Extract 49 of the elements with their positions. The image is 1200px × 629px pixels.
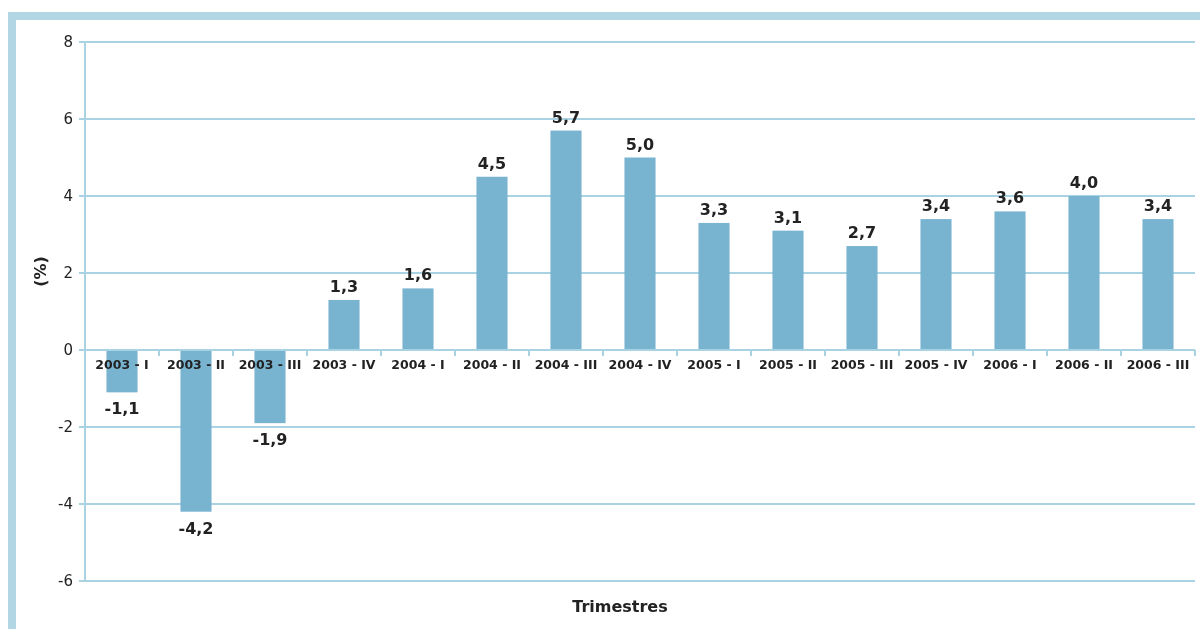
bar (1142, 219, 1174, 350)
data-label: 3,1 (773, 207, 803, 227)
x-tick-label: 2006 - I (983, 357, 1037, 372)
data-label: 3,6 (995, 188, 1025, 208)
data-label: 5,0 (625, 134, 655, 154)
bar (624, 157, 656, 350)
data-label: 1,3 (329, 276, 359, 296)
data-label: -1,1 (104, 399, 140, 419)
x-tick-label: 2003 - IV (312, 357, 376, 372)
bar (402, 288, 434, 350)
bar (920, 219, 952, 350)
data-label: 3,3 (699, 199, 729, 219)
bar (328, 299, 360, 350)
data-label: 5,7 (551, 107, 581, 127)
x-tick-label: 2004 - III (534, 357, 598, 372)
bar (1068, 196, 1100, 350)
bar (698, 222, 730, 350)
x-tick-label: 2004 - IV (608, 357, 672, 372)
bar (550, 130, 582, 350)
y-tick-label: 6 (63, 110, 73, 129)
data-label: 2,7 (847, 223, 877, 243)
x-tick-label: 2005 - IV (904, 357, 968, 372)
y-tick-label: 2 (63, 264, 73, 283)
data-label: -4,2 (178, 518, 214, 538)
y-tick-label: -2 (58, 418, 73, 437)
x-tick-label: 2006 - II (1055, 357, 1113, 372)
y-tick-label: 8 (63, 33, 73, 52)
x-tick-label: 2005 - II (759, 357, 817, 372)
data-label: 3,4 (921, 196, 951, 216)
data-label: 1,6 (403, 265, 433, 285)
x-tick-label: 2006 - III (1126, 357, 1190, 372)
x-tick-label: 2004 - II (463, 357, 521, 372)
y-tick-label: 0 (63, 341, 73, 360)
x-tick-label: 2005 - I (687, 357, 741, 372)
y-tick-label: -6 (58, 572, 73, 591)
data-label: -1,9 (252, 430, 288, 450)
y-tick-label: 4 (63, 187, 73, 206)
bar (772, 230, 804, 350)
y-tick-label: -4 (58, 495, 73, 514)
data-label: 4,5 (477, 153, 507, 173)
x-tick-label: 2004 - I (391, 357, 445, 372)
bar (994, 211, 1026, 350)
bar (846, 246, 878, 350)
bar (476, 176, 508, 350)
data-label: 4,0 (1069, 173, 1099, 192)
data-label: 3,4 (1143, 196, 1173, 216)
x-axis-title: Trimestres (572, 597, 668, 616)
x-tick-label: 2005 - III (830, 357, 894, 372)
y-axis-title: (%) (31, 256, 50, 287)
